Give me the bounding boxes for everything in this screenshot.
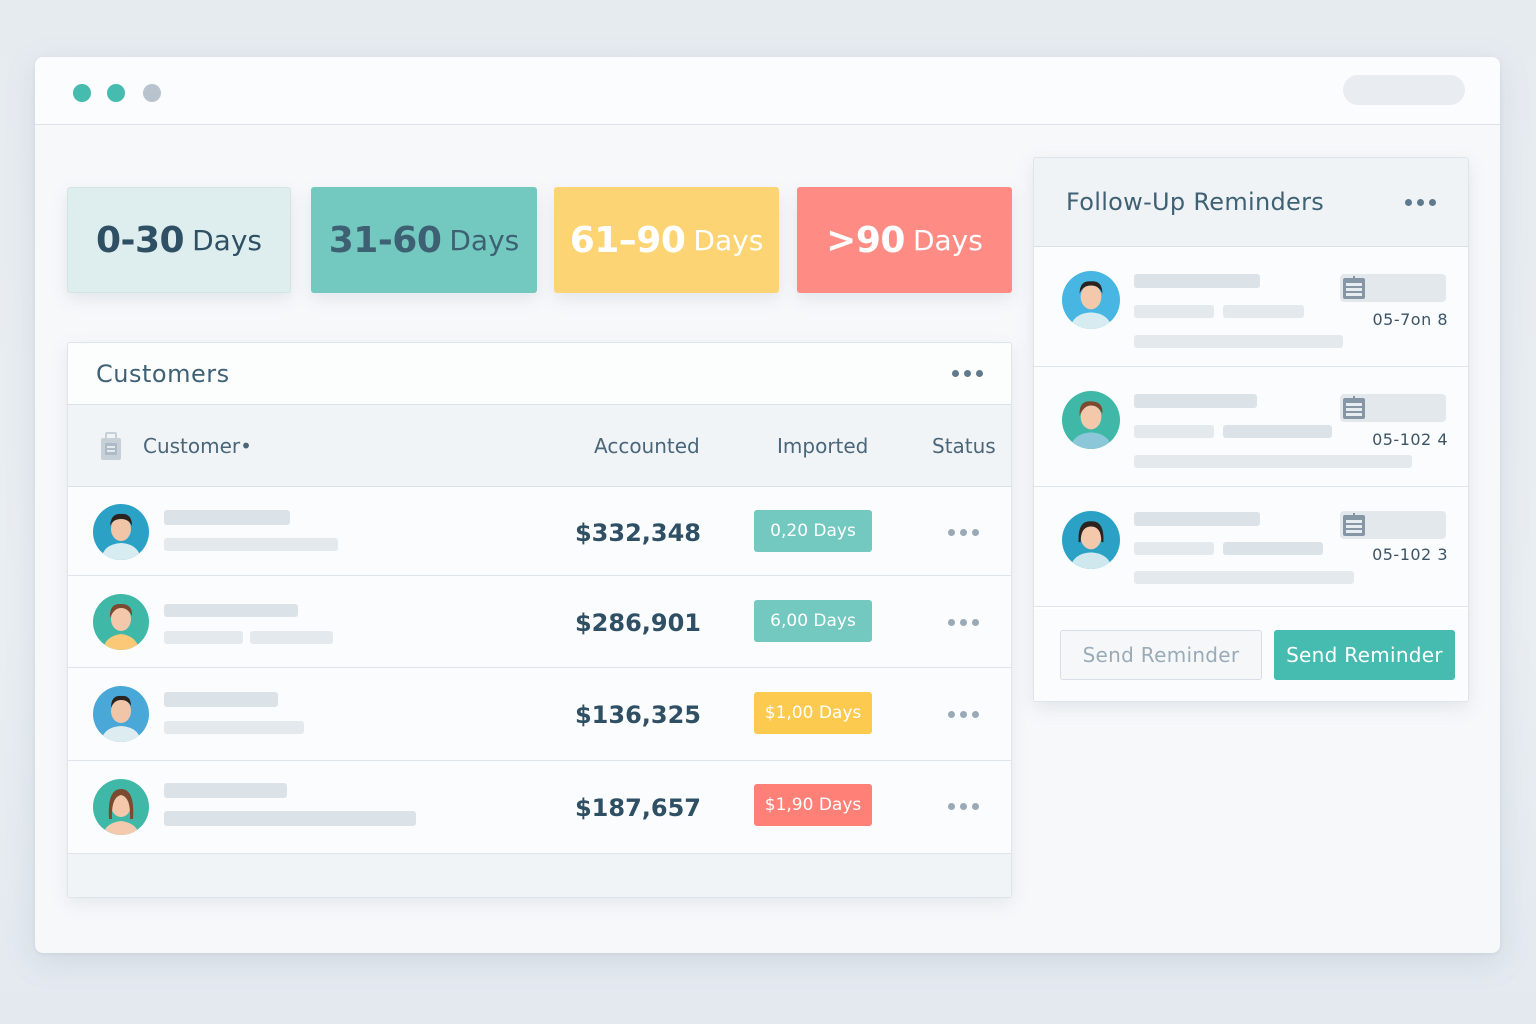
detail-placeholder (164, 631, 243, 644)
detail-placeholder (164, 538, 338, 551)
more-horizontal-icon[interactable] (948, 803, 979, 810)
avatar (93, 594, 149, 650)
customers-panel: Customers Customer• Accounted Imported S… (67, 342, 1012, 898)
aging-card-over-90[interactable]: >90 Days (797, 187, 1012, 293)
more-horizontal-icon[interactable] (948, 711, 979, 718)
aging-card-61-90[interactable]: 61–90 Days (554, 187, 779, 293)
column-customer[interactable]: Customer• (143, 434, 252, 458)
due-date-chip (1340, 274, 1446, 302)
window-control-dot[interactable] (73, 84, 91, 102)
reminder-actions: Send Reminder Send Reminder (1034, 609, 1468, 701)
avatar (93, 686, 149, 742)
table-footer (68, 854, 1011, 897)
aging-range: 0-30 (96, 219, 185, 261)
note-placeholder (1134, 571, 1354, 584)
avatar (93, 504, 149, 560)
reminders-header: Follow-Up Reminders (1034, 158, 1468, 247)
search-pill[interactable] (1343, 75, 1465, 105)
aging-range: 31-60 (328, 219, 442, 261)
aging-range: >90 (826, 219, 905, 261)
window-control-dot[interactable] (143, 84, 161, 102)
table-row[interactable]: $136,325 $1,00 Days (68, 668, 1011, 761)
detail-placeholder (164, 811, 416, 826)
avatar (93, 779, 149, 835)
column-status[interactable]: Status (932, 434, 996, 458)
column-imported[interactable]: Imported (777, 434, 869, 458)
detail-placeholder (1134, 542, 1214, 555)
detail-placeholder (250, 631, 333, 644)
aging-range: 61–90 (569, 219, 686, 261)
reminder-date: 05-102 4 (1372, 430, 1448, 449)
name-placeholder (1134, 512, 1260, 526)
table-row[interactable]: $332,348 0,20 Days (68, 487, 1011, 576)
reminder-item[interactable]: 05-102 3 (1034, 487, 1468, 607)
aging-unit: Days (912, 223, 983, 257)
avatar (1062, 391, 1120, 449)
note-placeholder (1134, 455, 1412, 468)
customers-panel-header: Customers (68, 343, 1011, 405)
calendar-icon (1343, 276, 1365, 299)
status-badge[interactable]: 0,20 Days (754, 510, 872, 552)
detail-placeholder (1134, 425, 1214, 438)
calendar-icon (1343, 396, 1365, 419)
detail-placeholder (1223, 305, 1304, 318)
detail-placeholder (1223, 425, 1332, 438)
column-accounted[interactable]: Accounted (594, 434, 700, 458)
name-placeholder (1134, 394, 1257, 408)
name-placeholder (164, 692, 278, 707)
reminder-date: 05-7on 8 (1372, 310, 1448, 329)
note-placeholder (1134, 335, 1343, 348)
avatar (1062, 511, 1120, 569)
reminder-item[interactable]: 05-102 4 (1034, 367, 1468, 487)
amount: $332,348 (574, 519, 701, 547)
table-header: Customer• Accounted Imported Status (68, 405, 1011, 487)
avatar (1062, 271, 1120, 329)
send-reminder-secondary-button[interactable]: Send Reminder (1060, 630, 1262, 680)
aging-card-31-60[interactable]: 31-60 Days (311, 187, 537, 293)
aging-unit: Days (192, 223, 262, 257)
aging-unit: Days (693, 223, 764, 257)
name-placeholder (164, 510, 290, 525)
send-reminder-button[interactable]: Send Reminder (1274, 630, 1455, 680)
reminder-date: 05-102 3 (1372, 545, 1448, 564)
more-horizontal-icon[interactable] (948, 619, 979, 626)
customers-title: Customers (96, 359, 230, 388)
more-horizontal-icon[interactable] (948, 529, 979, 536)
status-badge[interactable]: $1,90 Days (754, 784, 872, 826)
due-date-chip (1340, 394, 1446, 422)
more-horizontal-icon[interactable] (1405, 198, 1436, 206)
amount: $187,657 (574, 794, 701, 822)
name-placeholder (164, 604, 298, 617)
table-row[interactable]: $286,901 6,00 Days (68, 576, 1011, 668)
status-badge[interactable]: 6,00 Days (754, 600, 872, 642)
detail-placeholder (1134, 305, 1214, 318)
amount: $286,901 (574, 609, 701, 637)
aging-unit: Days (449, 223, 520, 257)
follow-up-reminders-panel: Follow-Up Reminders 05-7on 8 (1033, 157, 1469, 702)
due-date-chip (1340, 511, 1446, 539)
building-icon (101, 432, 121, 460)
detail-placeholder (1223, 542, 1323, 555)
title-bar (35, 57, 1500, 125)
status-badge[interactable]: $1,00 Days (754, 692, 872, 734)
name-placeholder (1134, 274, 1260, 288)
name-placeholder (164, 783, 287, 798)
more-horizontal-icon[interactable] (952, 370, 983, 377)
window-control-dot[interactable] (107, 84, 125, 102)
detail-placeholder (164, 721, 304, 734)
amount: $136,325 (574, 701, 701, 729)
app-window: 0-30 Days 31-60 Days 61–90 Days >90 Days… (35, 57, 1500, 953)
reminder-item[interactable]: 05-7on 8 (1034, 247, 1468, 367)
table-row[interactable]: $187,657 $1,90 Days (68, 761, 1011, 854)
reminders-title: Follow-Up Reminders (1066, 188, 1325, 216)
calendar-icon (1343, 513, 1365, 536)
aging-card-0-30[interactable]: 0-30 Days (67, 187, 291, 293)
